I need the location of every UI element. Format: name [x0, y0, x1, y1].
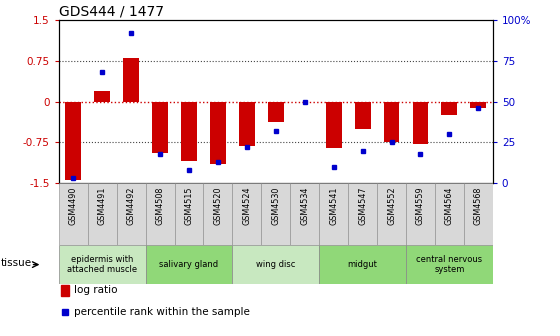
Bar: [464, 183, 493, 245]
Text: GDS444 / 1477: GDS444 / 1477: [59, 5, 164, 19]
Bar: [441, 102, 458, 115]
Text: log ratio: log ratio: [74, 285, 118, 295]
Bar: [290, 183, 319, 245]
Bar: [88, 183, 116, 245]
Bar: [59, 245, 146, 284]
Bar: [384, 102, 399, 142]
Text: salivary gland: salivary gland: [160, 260, 218, 269]
Text: tissue: tissue: [1, 258, 32, 268]
Bar: [319, 183, 348, 245]
Bar: [116, 183, 146, 245]
Bar: [319, 245, 406, 284]
Text: GSM4559: GSM4559: [416, 186, 425, 225]
Bar: [94, 91, 110, 102]
Bar: [123, 58, 139, 102]
Bar: [210, 102, 226, 164]
Text: percentile rank within the sample: percentile rank within the sample: [74, 307, 250, 317]
Bar: [354, 102, 371, 129]
Bar: [152, 102, 168, 153]
Text: GSM4508: GSM4508: [156, 186, 165, 224]
Text: epidermis with
attached muscle: epidermis with attached muscle: [67, 255, 137, 274]
Bar: [435, 183, 464, 245]
Bar: [203, 183, 232, 245]
Text: GSM4530: GSM4530: [271, 186, 281, 224]
Text: GSM4568: GSM4568: [474, 186, 483, 224]
Text: GSM4552: GSM4552: [387, 186, 396, 225]
Text: GSM4547: GSM4547: [358, 186, 367, 225]
Bar: [262, 183, 290, 245]
Text: GSM4534: GSM4534: [300, 186, 309, 224]
Text: GSM4491: GSM4491: [97, 186, 107, 224]
Text: wing disc: wing disc: [256, 260, 296, 269]
Bar: [239, 102, 255, 146]
Bar: [232, 183, 262, 245]
Text: central nervous
system: central nervous system: [416, 255, 483, 274]
Bar: [181, 102, 197, 161]
Text: GSM4520: GSM4520: [213, 186, 222, 225]
Bar: [413, 102, 428, 144]
Bar: [406, 245, 493, 284]
Bar: [175, 183, 203, 245]
Bar: [406, 183, 435, 245]
Bar: [348, 183, 377, 245]
Bar: [232, 245, 319, 284]
Text: GSM4524: GSM4524: [242, 186, 251, 225]
Bar: [66, 102, 81, 180]
Bar: [146, 245, 232, 284]
Bar: [470, 102, 486, 108]
Bar: [59, 183, 88, 245]
Text: GSM4492: GSM4492: [127, 186, 136, 225]
Bar: [146, 183, 175, 245]
Text: GSM4490: GSM4490: [69, 186, 78, 224]
Text: GSM4541: GSM4541: [329, 186, 338, 224]
Text: GSM4515: GSM4515: [184, 186, 194, 225]
Bar: [377, 183, 406, 245]
Bar: [62, 285, 69, 296]
Text: GSM4564: GSM4564: [445, 186, 454, 224]
Bar: [326, 102, 342, 148]
Text: midgut: midgut: [348, 260, 377, 269]
Bar: [268, 102, 284, 122]
